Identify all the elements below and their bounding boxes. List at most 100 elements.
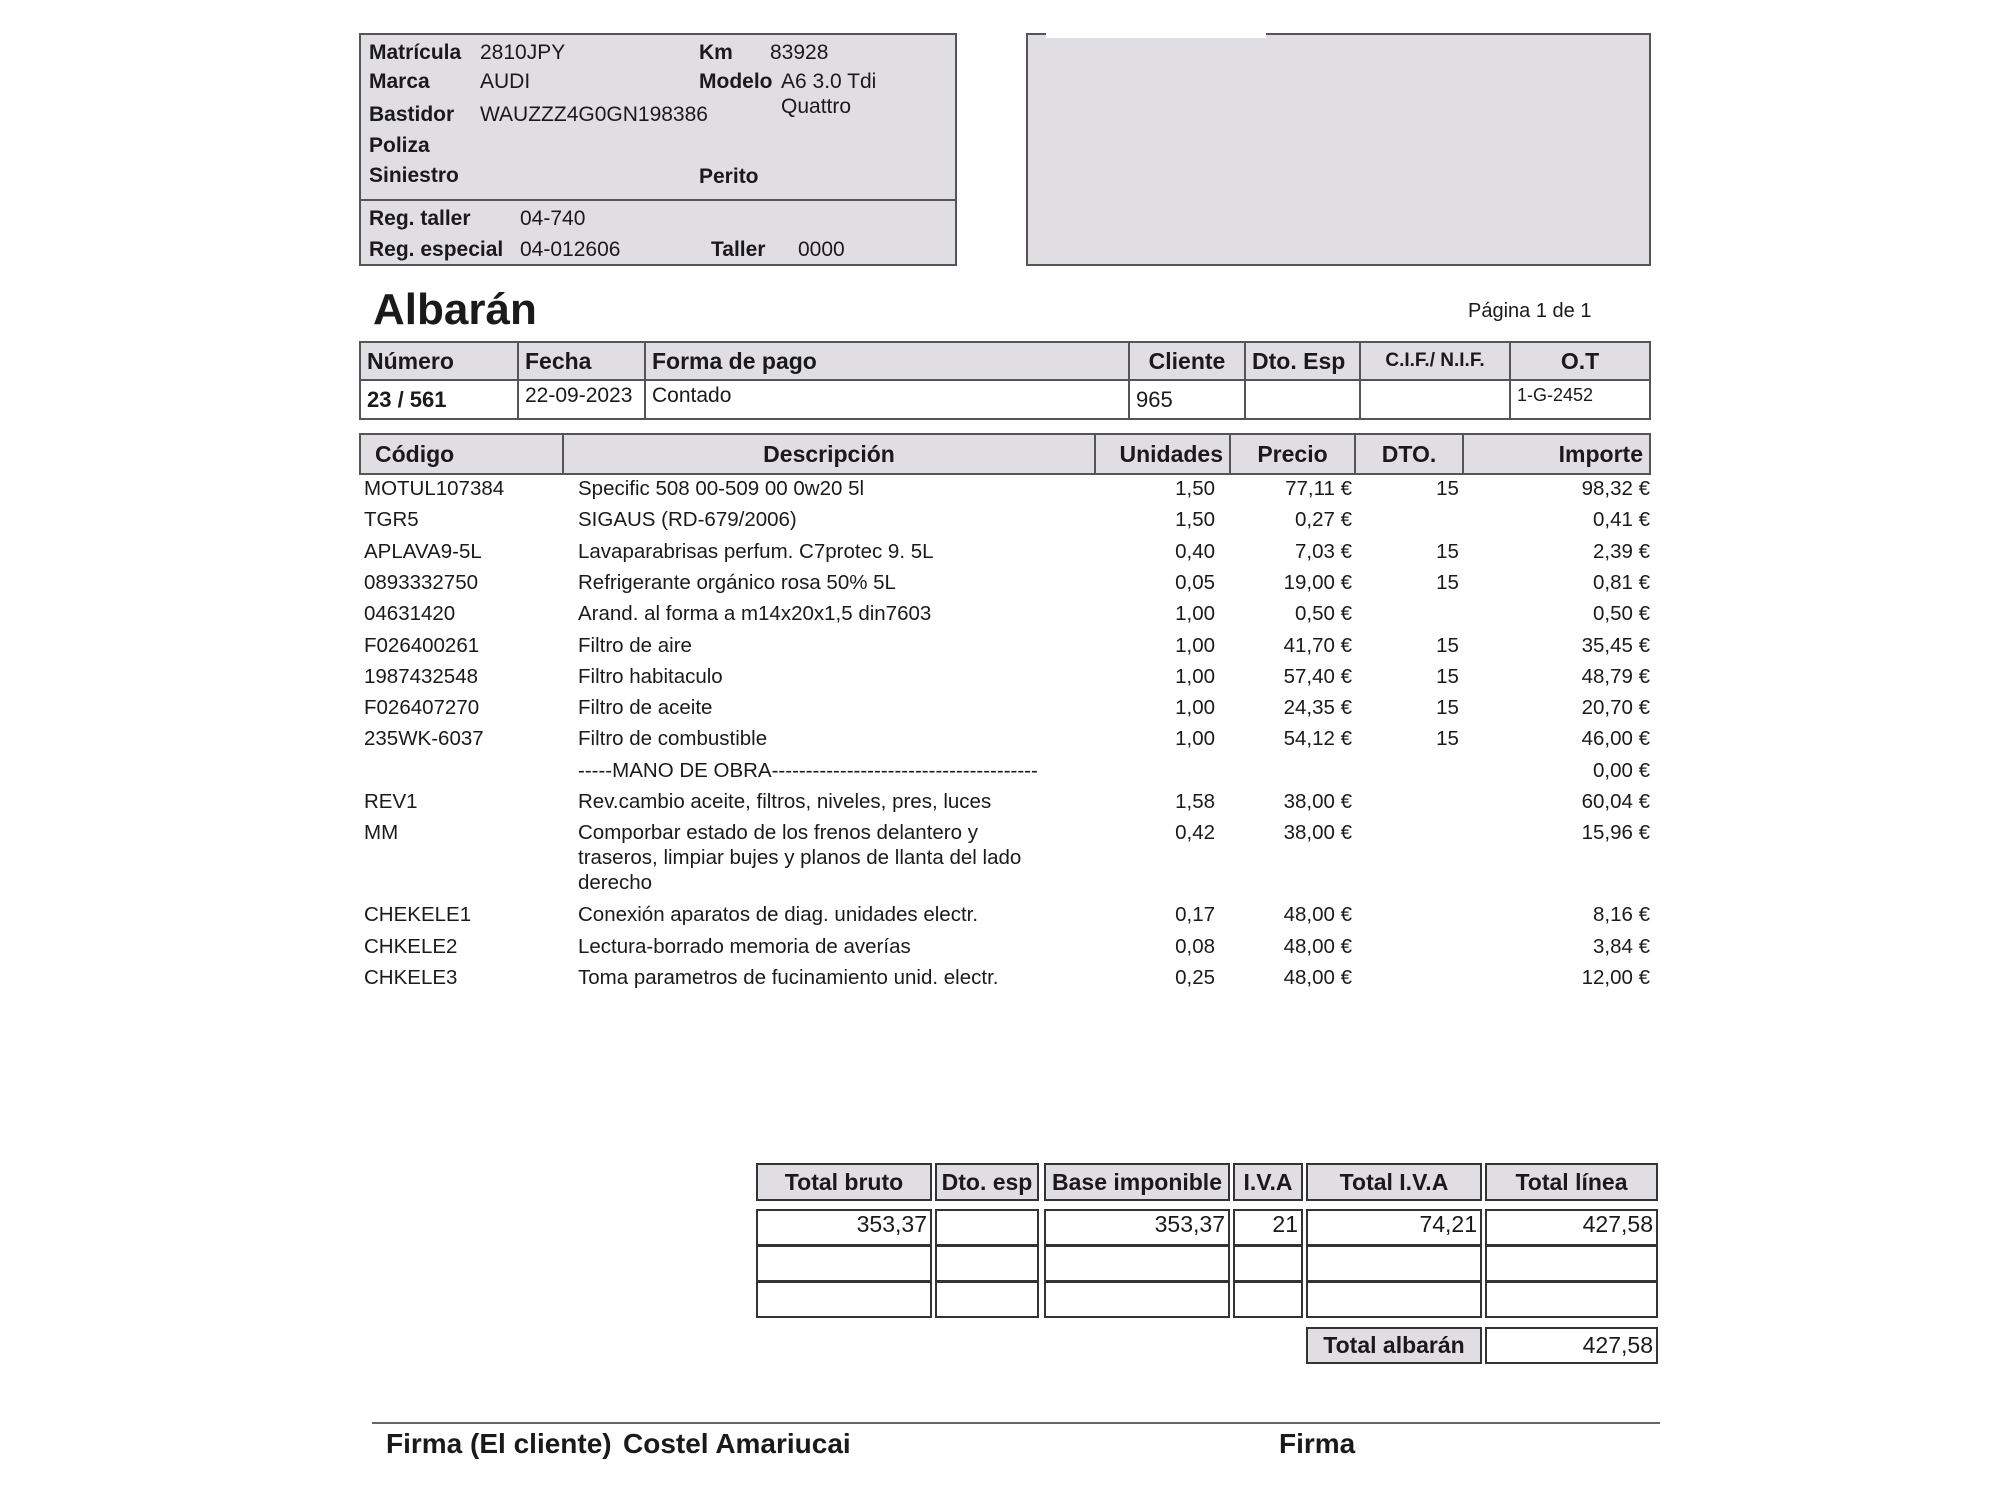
item-description: Filtro de combustible (578, 727, 768, 751)
firma-cliente-label: Firma (El cliente) (386, 1428, 612, 1459)
item-units: 1,00 (1175, 602, 1215, 626)
col-forma-pago: Forma de pago (646, 343, 1130, 379)
item-price: 0,50 € (1295, 602, 1352, 626)
col-descripcion: Descripción (564, 435, 1096, 473)
item-amount: 3,84 € (1593, 934, 1650, 958)
item-discount: 15 (1436, 664, 1459, 688)
totals-cell-dto-esp (935, 1245, 1039, 1282)
document-header-table: Número Fecha Forma de pago Cliente Dto. … (359, 341, 1651, 420)
item-units: 1,58 (1175, 790, 1215, 813)
col-codigo: Código (361, 435, 564, 473)
totals-cell-total-iva (1306, 1281, 1482, 1318)
totals-cell-total-bruto (756, 1245, 932, 1282)
totals-cell-total-linea: 427,58 (1485, 1209, 1658, 1246)
item-units: 1,00 (1175, 664, 1215, 688)
item-amount: 12,00 € (1581, 965, 1650, 989)
item-discount: 15 (1436, 477, 1459, 500)
col-cif-nif: C.I.F./ N.I.F. (1361, 343, 1511, 379)
item-amount: 0,81 € (1593, 570, 1650, 594)
totals-header-dto-esp: Dto. esp (935, 1163, 1039, 1201)
item-code: APLAVA9-5L (364, 539, 482, 563)
total-albaran-label: Total albarán (1306, 1327, 1482, 1364)
reg-especial-label: Reg. especial (369, 238, 504, 261)
header-row: Número Fecha Forma de pago Cliente Dto. … (361, 343, 1649, 381)
totals-header-total-linea: Total línea (1485, 1163, 1658, 1201)
item-units: 1,00 (1175, 727, 1215, 751)
perito-label: Perito (699, 165, 759, 188)
item-code: TGR5 (364, 508, 419, 532)
totals-cell-dto-esp (935, 1209, 1039, 1246)
item-description: Filtro de aceite (578, 696, 713, 720)
item-description: Arand. al forma a m14x20x1,5 din7603 (578, 602, 932, 626)
matricula-label: Matrícula (369, 41, 462, 64)
col-fecha: Fecha (519, 343, 646, 379)
numero-value: 23 / 561 (361, 381, 519, 418)
totals-cell-dto-esp (935, 1281, 1039, 1318)
totals-cell-iva: 21 (1233, 1209, 1303, 1246)
col-dto-esp: Dto. Esp (1246, 343, 1361, 379)
siniestro-label: Siniestro (369, 164, 459, 187)
cif-nif-value (1361, 381, 1511, 418)
item-price: 54,12 € (1283, 727, 1352, 751)
taller-label: Taller (711, 238, 766, 261)
item-units: 0,40 (1175, 539, 1215, 563)
header-data-row: 23 / 561 22-09-2023 Contado 965 1-G-2452 (361, 381, 1649, 418)
item-units: 0,17 (1175, 903, 1215, 927)
item-amount: 0,41 € (1593, 508, 1650, 532)
firma-label: Firma (1279, 1428, 1356, 1459)
item-description: Filtro de aire (578, 633, 692, 657)
col-ot: O.T (1560, 347, 1600, 374)
totals-cell-iva (1233, 1245, 1303, 1282)
totals-header-iva: I.V.A (1233, 1163, 1303, 1201)
totals-cell-total-linea (1485, 1245, 1658, 1282)
redaction-patch (1046, 8, 1266, 38)
col-unidades: Unidades (1096, 435, 1231, 473)
totals-header-base-imponible: Base imponible (1044, 1163, 1230, 1201)
reg-taller-label: Reg. taller (369, 207, 471, 230)
bastidor-label: Bastidor (369, 103, 455, 126)
item-description: SIGAUS (RD-679/2006) (578, 508, 797, 532)
item-code: CHKELE2 (364, 934, 458, 958)
totals-cell-total-bruto (756, 1281, 932, 1318)
taller-value: 0000 (798, 238, 845, 261)
signature-line (372, 1422, 1660, 1424)
item-price: 38,00 € (1283, 821, 1352, 845)
fecha-value: 22-09-2023 (519, 381, 646, 418)
item-price: 48,00 € (1283, 965, 1352, 989)
totals-cell-total-bruto: 353,37 (756, 1209, 932, 1246)
item-amount: 8,16 € (1593, 903, 1650, 927)
cliente-value: 965 (1130, 381, 1246, 418)
item-amount: 48,79 € (1581, 664, 1650, 688)
item-discount: 15 (1436, 727, 1459, 751)
item-price: 19,00 € (1283, 570, 1352, 594)
col-precio: Precio (1231, 435, 1356, 473)
reg-especial-value: 04-012606 (520, 238, 621, 261)
item-amount: 46,00 € (1581, 727, 1650, 751)
items-header: Código Descripción Unidades Precio DTO. … (359, 433, 1651, 475)
marca-value: AUDI (480, 70, 531, 93)
item-discount: 15 (1436, 696, 1459, 720)
cliente-name: Costel Amariucai (623, 1428, 851, 1459)
item-discount: 15 (1436, 633, 1459, 657)
item-amount: 60,04 € (1581, 790, 1650, 813)
item-description: Toma parametros de fucinamiento unid. el… (578, 965, 999, 989)
item-code: REV1 (364, 790, 418, 813)
item-price: 48,00 € (1283, 934, 1352, 958)
item-amount: 35,45 € (1581, 633, 1650, 657)
item-code: 1987432548 (364, 664, 479, 688)
item-price: 41,70 € (1283, 633, 1352, 657)
km-value: 83928 (770, 41, 829, 64)
item-code: MOTUL107384 (364, 477, 505, 500)
item-price: 7,03 € (1295, 539, 1352, 563)
totals-cell-total-iva (1306, 1245, 1482, 1282)
item-description: Specific 508 00-509 00 0w20 5l (578, 477, 865, 500)
km-label: Km (699, 41, 733, 64)
item-description: Refrigerante orgánico rosa 50% 5L (578, 570, 896, 594)
col-cliente: Cliente (1130, 343, 1246, 379)
item-price: 0,27 € (1295, 508, 1352, 532)
item-description: -----MANO DE OBRA-----------------------… (578, 758, 1038, 782)
item-discount: 15 (1436, 539, 1459, 563)
totals-cell-base-imponible (1044, 1281, 1230, 1318)
item-description: Comporbar estado de los frenos delantero… (578, 821, 1022, 895)
item-discount: 15 (1436, 570, 1459, 594)
